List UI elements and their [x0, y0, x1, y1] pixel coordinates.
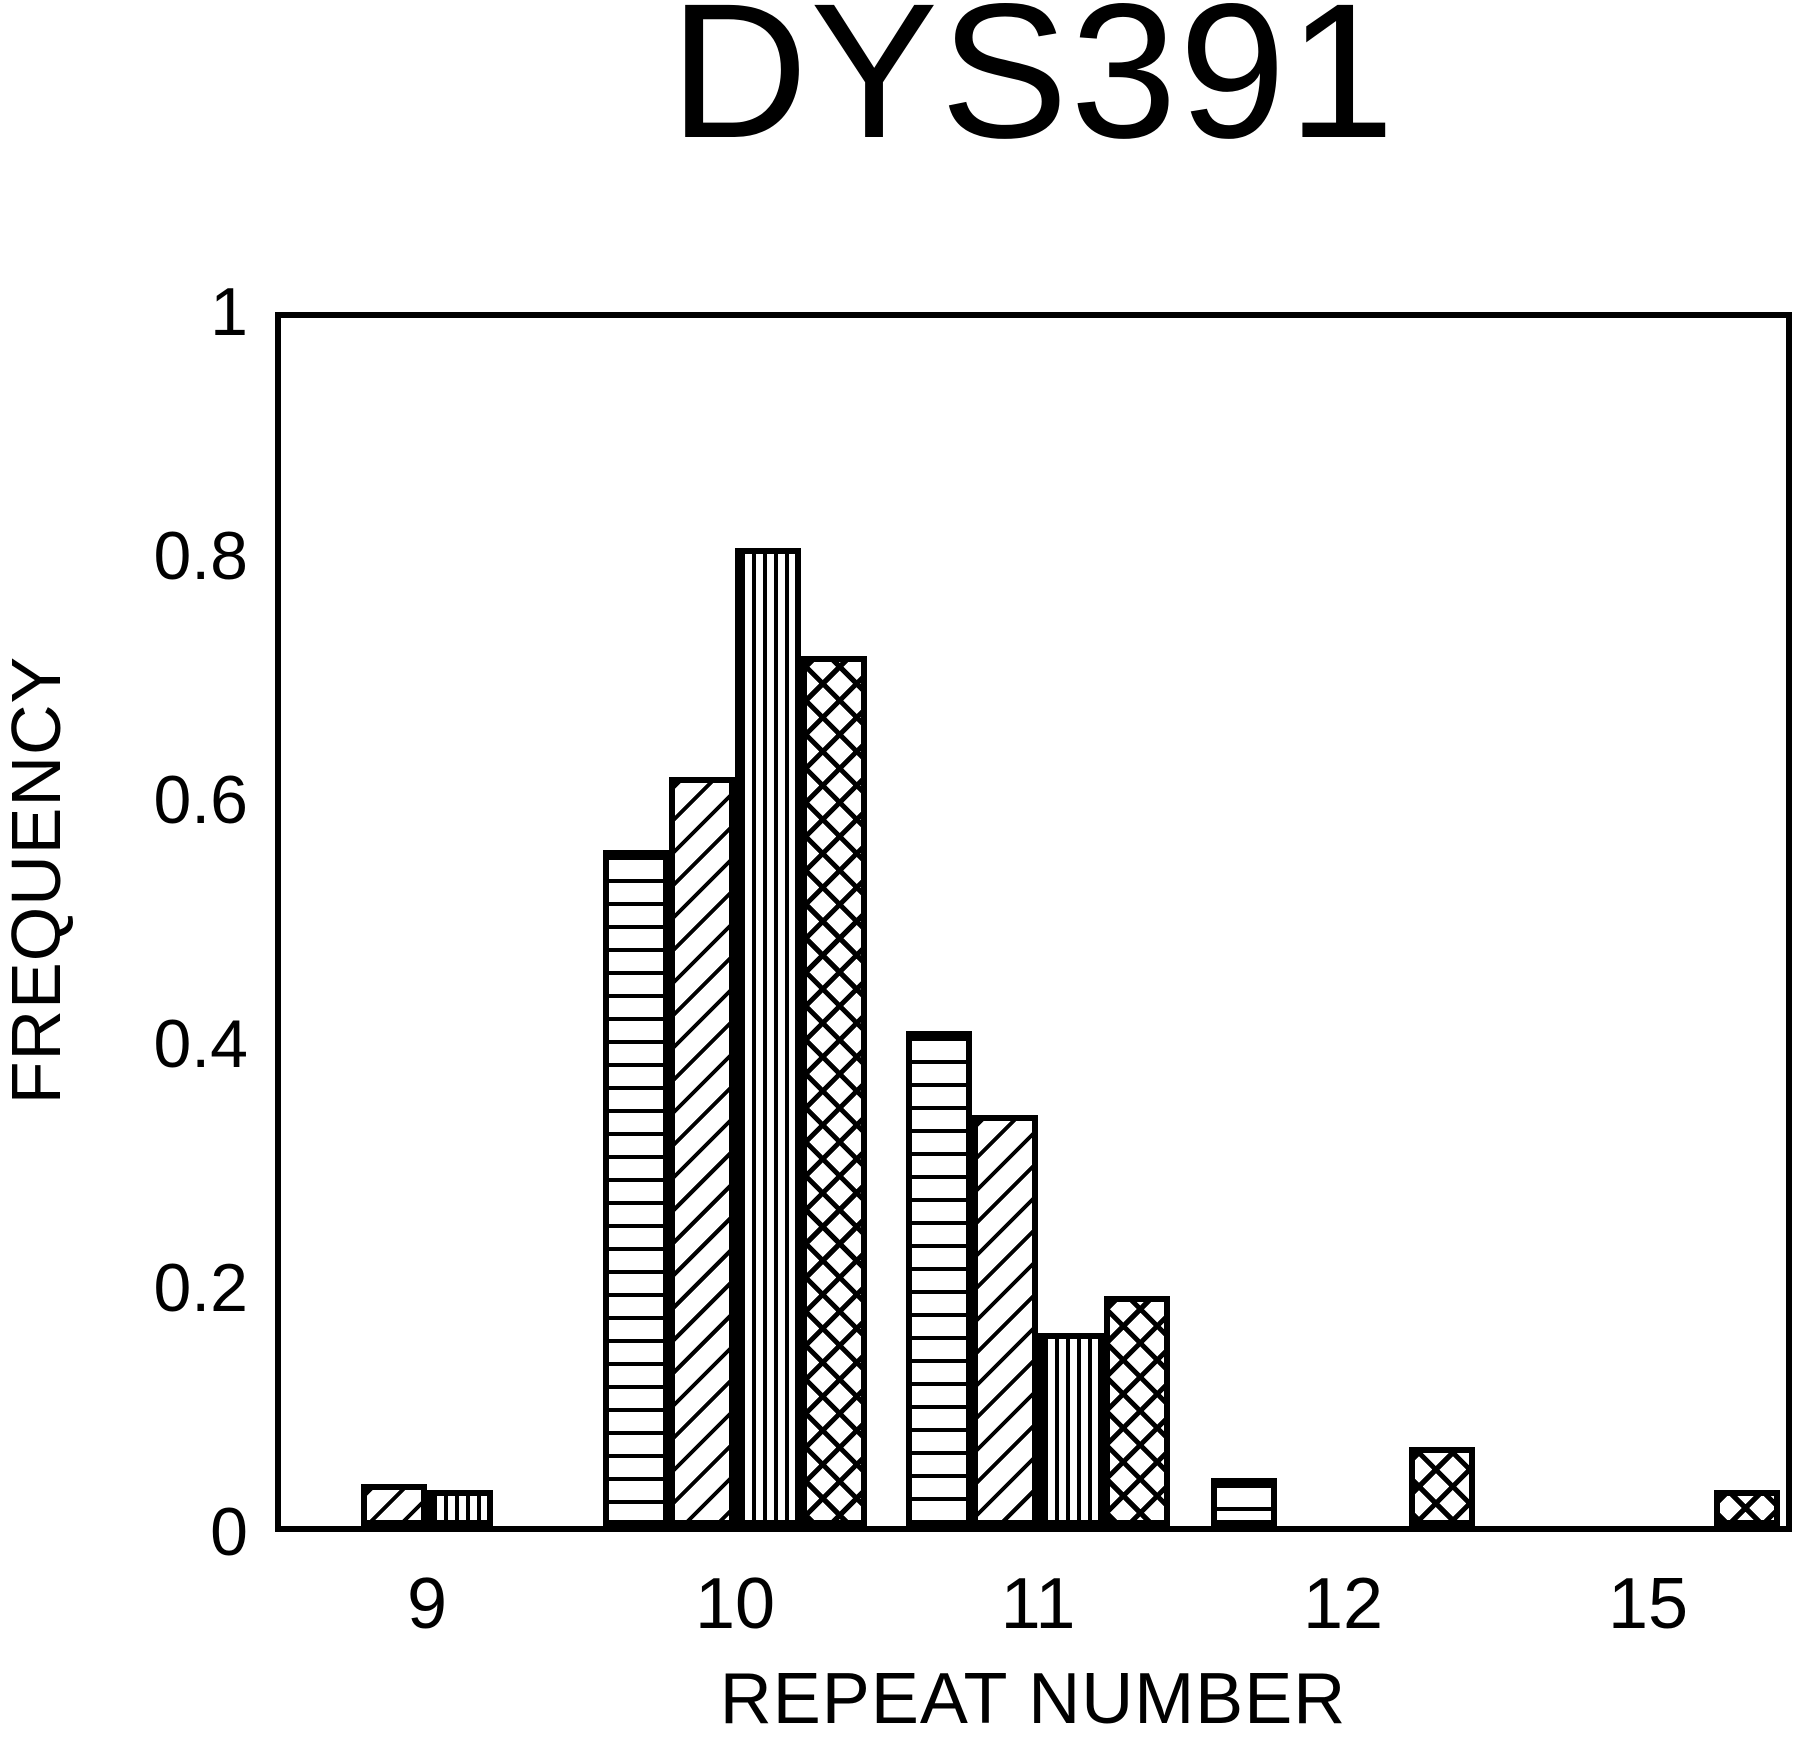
bar-repeat12-horizontal-lines [1211, 1478, 1277, 1526]
y-tick-label-0.4: 0.4 [153, 1006, 248, 1082]
bar-repeat12-crosshatch [1409, 1447, 1475, 1526]
bar-repeat11-crosshatch [1104, 1296, 1170, 1526]
y-tick-label-1: 1 [210, 274, 248, 350]
bar-repeat11-vertical-lines [1038, 1333, 1104, 1526]
bar-repeat11-horizontal-lines [906, 1031, 972, 1526]
x-axis-title: REPEAT NUMBER [719, 1659, 1347, 1739]
y-tick-label-0.8: 0.8 [153, 518, 248, 594]
bar-repeat9-diagonal-lines [361, 1484, 427, 1526]
bar-repeat15-crosshatch [1714, 1490, 1780, 1526]
bar-repeat10-crosshatch [801, 656, 867, 1526]
bar-repeat11-diagonal-lines [972, 1115, 1038, 1526]
y-tick-label-0.6: 0.6 [153, 762, 248, 838]
bar-repeat9-vertical-lines [427, 1490, 493, 1526]
x-tick-label-10: 10 [694, 1564, 776, 1644]
bar-repeat10-diagonal-lines [669, 777, 735, 1526]
plot-area [275, 312, 1792, 1532]
x-tick-label-11: 11 [1000, 1564, 1076, 1644]
x-tick-label-9: 9 [406, 1564, 448, 1644]
x-tick-label-12: 12 [1302, 1564, 1384, 1644]
y-tick-label-0: 0 [210, 1494, 248, 1570]
bar-repeat10-vertical-lines [735, 548, 801, 1526]
bar-repeat10-horizontal-lines [603, 850, 669, 1526]
y-tick-label-0.2: 0.2 [153, 1250, 248, 1326]
x-tick-label-15: 15 [1607, 1564, 1689, 1644]
chart-title: DYS391 [669, 0, 1397, 178]
